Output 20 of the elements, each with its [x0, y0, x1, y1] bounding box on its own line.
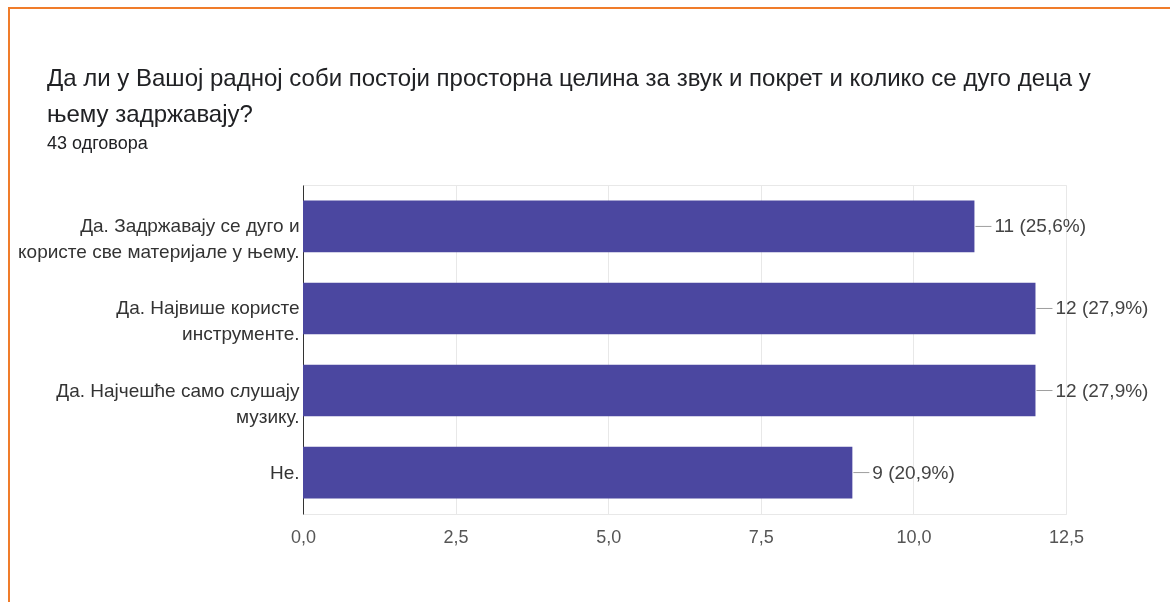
- x-tick-label: 12,5: [1048, 526, 1085, 547]
- x-tick-label: 5,0: [596, 526, 622, 547]
- data-label: 12 (27,9%): [1055, 297, 1149, 319]
- text: 43 одговора: [47, 132, 149, 154]
- bar: [303, 364, 1036, 417]
- bar: [303, 282, 1036, 335]
- y-tick-label: Не.: [269, 461, 300, 483]
- bar: [303, 446, 853, 499]
- data-label: 9 (20,9%): [872, 461, 955, 483]
- x-tick-label: 7,5: [748, 526, 774, 547]
- x-tick-label: 0,0: [290, 526, 317, 547]
- x-tick-label: 2,5: [443, 526, 469, 547]
- data-label: 12 (27,9%): [1055, 379, 1149, 401]
- y-tick-label: Да. Највише користе инструменте.: [116, 297, 300, 345]
- x-tick-label: 10,0: [896, 526, 932, 547]
- chart-title: Да ли у Вашој радној соби постоји просторна целина за звук и покрет и колико се дуго деца у њему задржавају?: [47, 63, 1092, 129]
- y-tick-label: Да. Најчешће само слушају музику.: [56, 379, 300, 427]
- data-label: 11 (25,6%): [994, 215, 1086, 237]
- y-tick-label: Да. Задржавају се дуго и користе све материјале у њему.: [18, 215, 300, 263]
- bar: [303, 200, 975, 253]
